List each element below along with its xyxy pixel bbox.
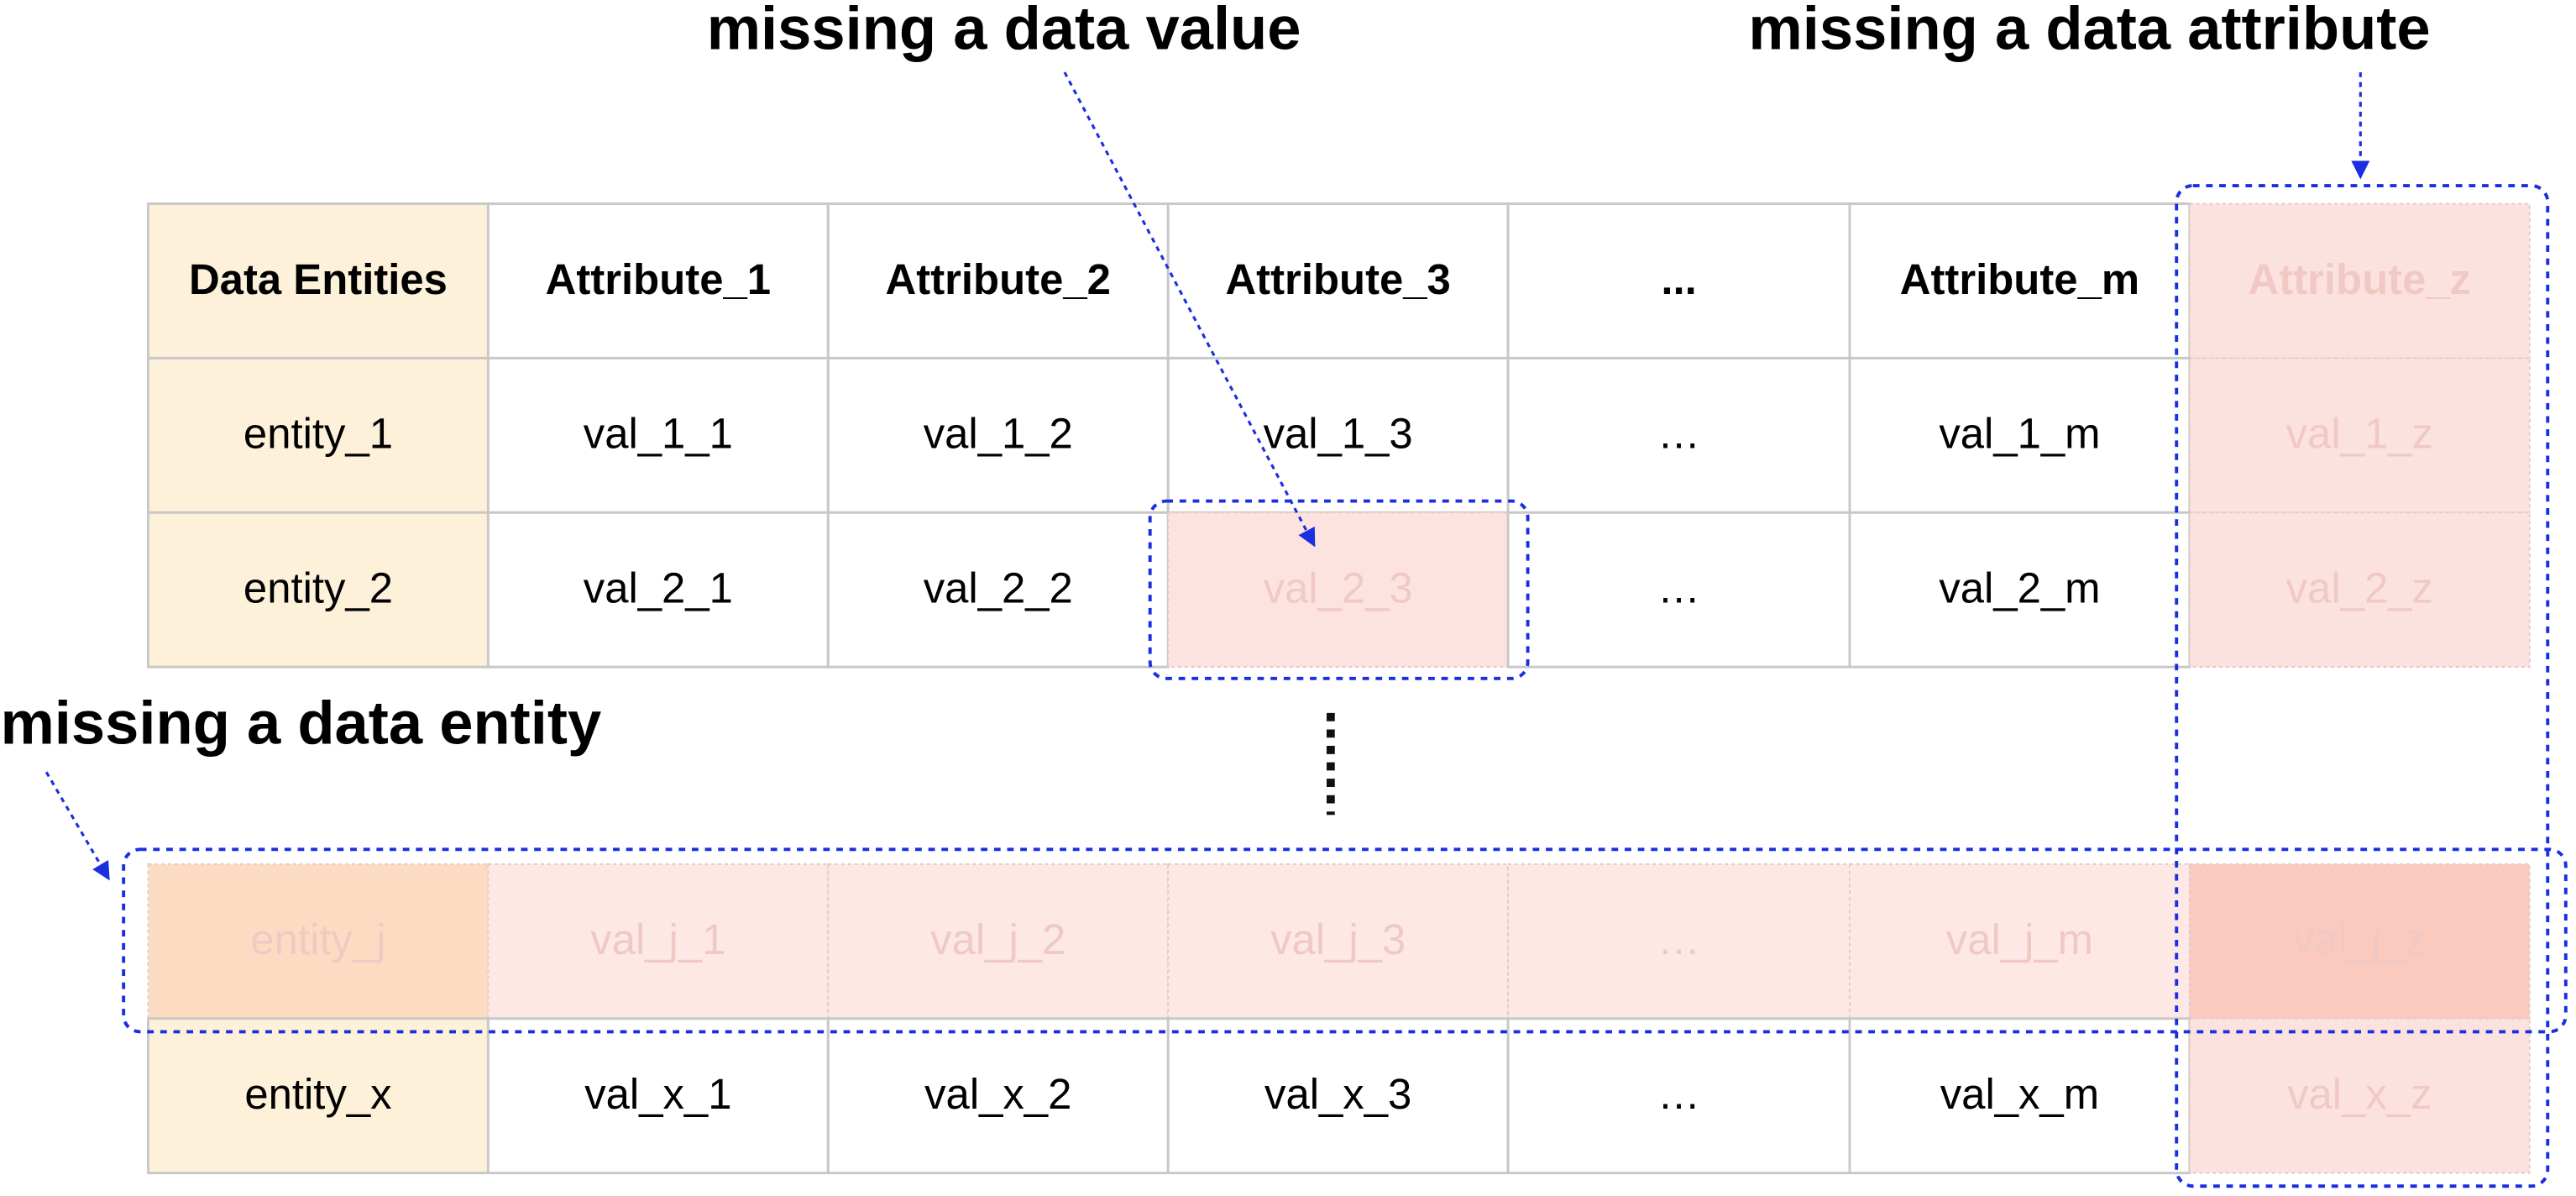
header-cell-text: ... <box>1661 255 1696 303</box>
cell-text: … <box>1657 410 1700 458</box>
annotation: missing a data attribute <box>1748 0 2430 62</box>
header-cell-text: Attribute_1 <box>546 255 771 303</box>
table-cell <box>147 202 490 359</box>
table-cell <box>826 1017 1170 1175</box>
cell-text: val_2_3 <box>1264 564 1413 612</box>
cell-text: val_x_2 <box>924 1070 1071 1118</box>
table-cell <box>1848 202 2191 359</box>
cell-text: val_x_3 <box>1264 1070 1411 1118</box>
cell-text: val_j_m <box>1946 915 2093 963</box>
annotation: missing a data entity <box>0 690 601 758</box>
cell-text: val_1_3 <box>1264 410 1413 458</box>
table-cell <box>827 863 1170 1020</box>
cell-text: val_j_3 <box>1270 915 1406 963</box>
arrow <box>1063 71 1316 548</box>
cell-text: entity_x <box>244 1070 391 1118</box>
cell-text: entity_2 <box>243 564 393 612</box>
cell-text: val_j_1 <box>590 915 725 963</box>
table: Data Entities Attribute_1 Attribute_2 Attri… <box>147 202 2531 1175</box>
cell-text: … <box>1657 915 1700 963</box>
cell-text: val_j_z <box>2293 915 2426 963</box>
cell-text: val_x_1 <box>584 1070 731 1118</box>
cell-text: val_x_m <box>1940 1070 2099 1118</box>
table-cell <box>1848 511 2191 669</box>
cell-text: val_1_2 <box>924 410 1073 458</box>
table-cell <box>1166 1017 1510 1175</box>
cell-text: val_1_1 <box>584 410 733 458</box>
table-cell <box>147 1017 490 1175</box>
table-cell <box>1507 863 1851 1020</box>
annotation: missing a data value <box>707 0 1301 62</box>
table-cell <box>1166 202 1510 359</box>
table-cell <box>1506 1017 1851 1175</box>
cell-text: val_1_m <box>1939 410 2100 458</box>
table-cell <box>1167 511 1510 669</box>
missing-attribute-box <box>2175 184 2550 1188</box>
cell-text: val_j_2 <box>930 915 1065 963</box>
header-cell-text: Data Entities <box>189 255 448 303</box>
cell-text: val_2_1 <box>584 564 733 612</box>
cell-text: … <box>1657 1070 1700 1118</box>
cell-text: entity_1 <box>243 410 393 458</box>
table-cell <box>2188 863 2531 1020</box>
cell-text: val_x_z <box>2287 1070 2432 1118</box>
table-cell <box>486 202 830 359</box>
table-cell <box>2188 202 2531 359</box>
header-cell-text: Attribute_m <box>1900 255 2139 303</box>
table-cell <box>1506 511 1851 669</box>
cell-text: val_1_z <box>2286 410 2433 458</box>
header-cell-text: Attribute_z <box>2249 255 2472 303</box>
table-cell <box>1848 356 2191 514</box>
table-cell <box>147 356 490 514</box>
missing-value-box <box>1148 499 1530 680</box>
table-cell <box>826 356 1170 514</box>
header-cell-text: Attribute_3 <box>1225 255 1450 303</box>
table-cell <box>2188 511 2531 669</box>
arrow <box>45 771 110 881</box>
table-cell <box>147 511 490 669</box>
table-cell <box>486 1017 830 1175</box>
table-cell <box>1848 1017 2191 1175</box>
table-cell <box>2188 1017 2531 1174</box>
table-cell <box>826 202 1170 359</box>
cell-text: … <box>1657 564 1700 612</box>
table-cell <box>1506 202 1851 359</box>
table-cell <box>486 356 830 514</box>
table-cell <box>2188 357 2531 514</box>
table-cell <box>826 511 1170 669</box>
cell-text: val_2_2 <box>924 564 1073 612</box>
table-cell <box>486 511 830 669</box>
cell-text: val_2_z <box>2286 564 2433 612</box>
header-cell-text: Attribute_2 <box>886 255 1111 303</box>
table-cell <box>1848 863 2191 1020</box>
missing-entity-box <box>122 847 2568 1034</box>
cell-text: val_2_m <box>1939 564 2100 612</box>
cell-text: entity_j <box>250 915 385 963</box>
